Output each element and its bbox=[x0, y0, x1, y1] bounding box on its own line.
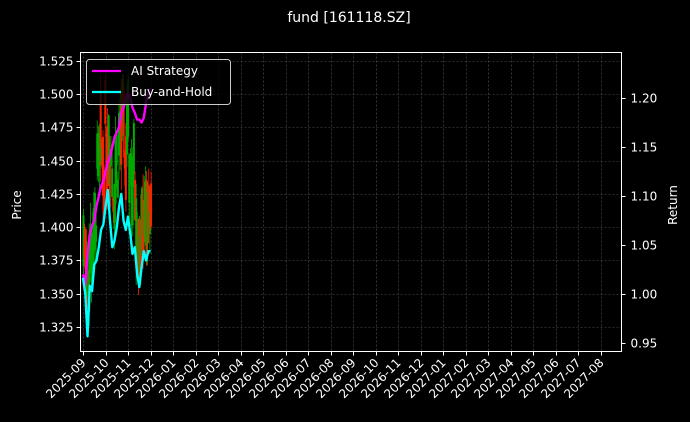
candle-body bbox=[90, 232, 93, 283]
candle-body bbox=[123, 150, 126, 169]
candle-body bbox=[113, 183, 116, 230]
candle-body bbox=[112, 198, 115, 212]
legend-label-ai-strategy: AI Strategy bbox=[131, 64, 198, 78]
candle-body bbox=[142, 199, 145, 262]
candle-body bbox=[134, 180, 137, 221]
candle-body bbox=[115, 134, 118, 166]
candle-body bbox=[146, 192, 149, 244]
candle-body bbox=[135, 198, 138, 261]
candle-body bbox=[126, 93, 129, 155]
candle-body bbox=[95, 225, 98, 242]
candle-body bbox=[131, 156, 134, 226]
candle-body bbox=[98, 144, 101, 167]
y-tick-label: 1.350 bbox=[39, 288, 73, 302]
candle-body bbox=[120, 91, 123, 165]
candle-body bbox=[116, 179, 119, 198]
candle-body bbox=[130, 163, 133, 226]
y-tick-label: 1.325 bbox=[39, 321, 73, 335]
candle-body bbox=[108, 158, 111, 208]
y-tick-label: 1.475 bbox=[39, 121, 73, 135]
x-axis: 2025-092025-102025-112025-122026-012026-… bbox=[43, 351, 607, 401]
series-lines bbox=[81, 87, 152, 338]
candle-body bbox=[148, 211, 151, 235]
candle-body bbox=[89, 229, 92, 262]
candle-body bbox=[140, 188, 143, 256]
series-ai-strategy bbox=[81, 87, 152, 286]
candle-body bbox=[114, 141, 117, 204]
candle-body bbox=[96, 133, 99, 169]
candle-body bbox=[147, 184, 150, 234]
candle-body bbox=[85, 255, 88, 314]
candle-body bbox=[138, 235, 141, 272]
y-tick-label-right: 1.00 bbox=[631, 288, 658, 302]
candle-body bbox=[97, 132, 100, 177]
candle-body bbox=[88, 234, 91, 312]
candle-body bbox=[92, 208, 95, 253]
legend-label-buy-and-hold: Buy-and-Hold bbox=[131, 85, 212, 99]
candle-body bbox=[143, 200, 146, 236]
y-axis-label-left: Price bbox=[10, 190, 24, 219]
y-tick-label-right: 0.95 bbox=[631, 337, 658, 351]
candle-body bbox=[82, 215, 85, 267]
candle-body bbox=[83, 239, 86, 258]
candle-body bbox=[100, 147, 103, 163]
y-tick-label-right: 1.20 bbox=[631, 92, 658, 106]
y-tick-label-right: 1.05 bbox=[631, 239, 658, 253]
y-tick-label-right: 1.15 bbox=[631, 141, 658, 155]
candle-body bbox=[118, 113, 121, 156]
candle-body bbox=[101, 136, 104, 196]
candle-body bbox=[122, 85, 125, 136]
candle-body bbox=[139, 219, 142, 275]
candle-body bbox=[103, 176, 106, 214]
legend: AI Strategy Buy-and-Hold bbox=[86, 59, 231, 105]
plot-frame bbox=[80, 52, 622, 352]
y-tick-label: 1.400 bbox=[39, 221, 73, 235]
series-buy-and-hold bbox=[81, 188, 151, 338]
candle-body bbox=[124, 136, 127, 200]
chart-title: fund [161118.SZ] bbox=[287, 10, 410, 26]
y-axis-label-right: Return bbox=[666, 185, 680, 225]
y-tick-label: 1.425 bbox=[39, 188, 73, 202]
candle-body bbox=[145, 179, 148, 258]
y-axis-left: 1.325 1.350 1.375 1.400 1.425 1.450 1.475 1.500… bbox=[39, 55, 81, 335]
y-tick-label-right: 1.10 bbox=[631, 190, 658, 204]
candle-body bbox=[107, 115, 110, 184]
candle-body bbox=[128, 154, 131, 204]
y-axis-right: 0.95 1.00 1.05 1.10 1.15 1.20 bbox=[621, 92, 658, 351]
y-tick-label: 1.375 bbox=[39, 254, 73, 268]
legend-box bbox=[86, 59, 231, 105]
candle-body bbox=[91, 236, 94, 274]
candle-body bbox=[119, 111, 122, 153]
candle-body bbox=[150, 183, 153, 227]
candle-body bbox=[99, 89, 102, 165]
candle-body bbox=[111, 168, 114, 197]
candle-body bbox=[129, 153, 132, 169]
candle-body bbox=[144, 181, 147, 243]
candle-body bbox=[136, 222, 139, 263]
candle-body bbox=[137, 219, 140, 281]
candle-body bbox=[127, 79, 130, 137]
y-tick-label: 1.525 bbox=[39, 55, 73, 69]
y-tick-label: 1.500 bbox=[39, 88, 73, 102]
candle-body bbox=[106, 125, 109, 186]
candle-body bbox=[132, 123, 135, 175]
y-tick-label: 1.450 bbox=[39, 155, 73, 169]
